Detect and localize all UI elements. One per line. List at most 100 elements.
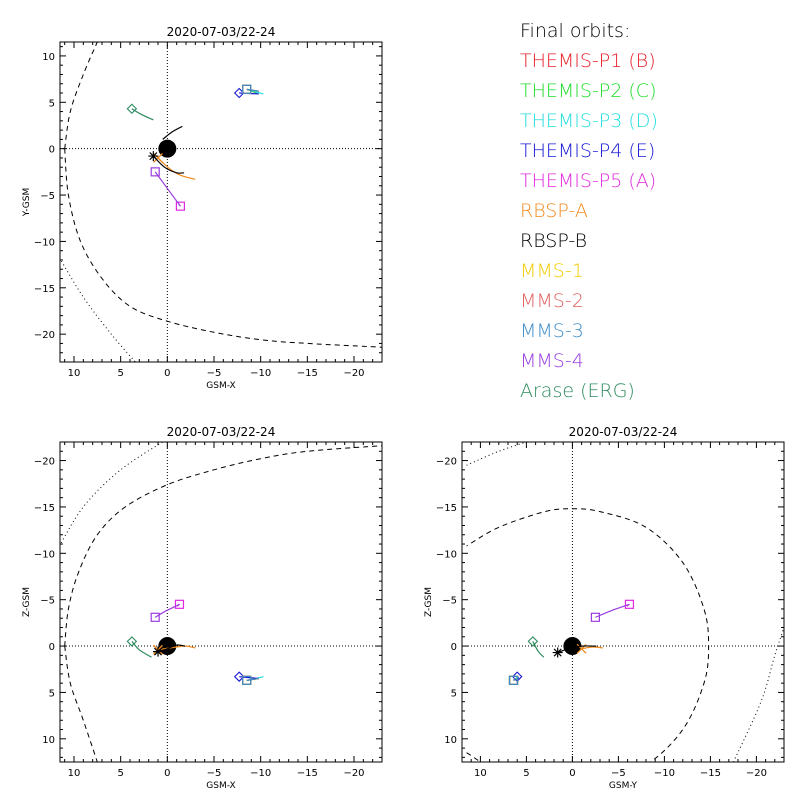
orbit-track (557, 645, 597, 654)
x-tick-label: 5 (523, 768, 529, 779)
bow-shock-line (732, 627, 784, 762)
orbit-marker (527, 636, 539, 647)
magnetopause-line (64, 445, 382, 647)
y-tick-label: 10 (42, 735, 55, 746)
plot-frame (461, 441, 785, 763)
orbit-marker (153, 646, 163, 657)
orbit-panel: 10 5 0 −5 −10 −15 −20 −20 −15 −10 −5 0 5 10 2020-07-03… (22, 25, 383, 391)
x-tick-label: −10 (654, 768, 675, 779)
orbit-marker (624, 599, 635, 609)
orbit-track (513, 678, 516, 681)
x-tick-label: −10 (250, 368, 271, 379)
y-tick-label: −5 (442, 596, 457, 607)
y-tick-label: −10 (34, 549, 55, 560)
orbit-marker (148, 151, 159, 162)
y-tick-label: −15 (34, 284, 55, 295)
x-tick-label: 5 (117, 368, 123, 379)
orbit-marker (242, 84, 252, 94)
orbit-marker (126, 103, 138, 115)
y-axis-label: Z-GSM (424, 587, 434, 617)
magnetopause-line (64, 646, 98, 762)
orbit-marker (150, 167, 160, 177)
x-axis-label: GSM-X (206, 381, 235, 391)
legend-entry: Arase (ERG) (520, 380, 635, 402)
magnetopause-line (64, 148, 382, 348)
orbit-track (157, 644, 186, 653)
x-tick-label: −15 (297, 368, 318, 379)
orbit-track (157, 157, 196, 180)
orbit-marker (126, 636, 138, 647)
y-tick-label: −15 (34, 503, 55, 514)
y-axis-label: Y-GSM (22, 188, 32, 217)
plot-title: 2020-07-03/22-24 (167, 425, 276, 439)
legend-entry: THEMIS-P5 (A) (520, 170, 657, 192)
orbit-track (246, 677, 259, 681)
x-tick-label: −10 (250, 768, 271, 779)
y-tick-label: −10 (436, 549, 457, 560)
plot-area (60, 442, 382, 762)
orbit-track (131, 108, 154, 121)
x-tick-label: 10 (68, 768, 81, 779)
plot-area (60, 42, 382, 362)
orbit-marker (552, 647, 563, 658)
y-tick-label: 5 (49, 688, 55, 699)
legend-entry: THEMIS-P3 (D) (520, 110, 658, 132)
y-tick-label: −20 (34, 457, 55, 468)
y-tick-label: −5 (40, 191, 55, 202)
y-tick-label: −10 (34, 237, 55, 248)
orbit-track (581, 646, 603, 650)
orbit-track (152, 155, 185, 174)
legend-entry: RBSP-B (520, 230, 588, 252)
legend-entry: MMS-2 (520, 290, 584, 312)
earth-disk (563, 637, 582, 656)
x-axis-label: GSM-Y (609, 781, 638, 791)
y-tick-label: 5 (451, 688, 457, 699)
y-tick-label: 10 (42, 52, 55, 63)
orbit-panel: 10 5 0 −5 −10 −15 −20 10 5 0 −5 −10 −15 −20 2020-07-03… (22, 425, 383, 791)
x-axis-label: GSM-X (206, 781, 235, 791)
bow-shock-line (466, 442, 527, 466)
orbit-track (532, 641, 545, 658)
orbit-track (595, 603, 630, 618)
x-tick-label: −20 (343, 368, 364, 379)
x-tick-label: 10 (474, 768, 487, 779)
orbit-track (162, 125, 183, 140)
y-tick-label: −20 (34, 330, 55, 341)
orbit-marker (174, 599, 185, 609)
orbit-track (154, 603, 180, 618)
orbit-marker (175, 201, 185, 211)
legend-entry: THEMIS-P4 (E) (520, 140, 656, 162)
x-tick-label: −20 (343, 768, 364, 779)
orbit-marker (150, 612, 160, 622)
y-tick-label: 0 (49, 642, 55, 653)
plot-title: 2020-07-03/22-24 (167, 25, 276, 39)
x-tick-label: 5 (117, 768, 123, 779)
orbit-track (154, 171, 181, 207)
orbit-marker (590, 612, 601, 622)
legend-entry: RBSP-A (520, 200, 588, 222)
x-tick-label: 0 (164, 768, 170, 779)
x-tick-label: −20 (746, 768, 767, 779)
plot-frame (59, 41, 383, 363)
y-tick-label: −20 (436, 457, 457, 468)
orbit-track (246, 88, 259, 92)
earth-disk (158, 139, 177, 158)
orbit-panel: 10 5 0 −5 −10 −15 −20 10 5 0 −5 −10 −15 −20 2020-07-03… (424, 425, 785, 791)
legend-entry: THEMIS-P2 (C) (520, 80, 657, 102)
x-tick-label: −5 (611, 768, 626, 779)
x-tick-label: 0 (569, 768, 575, 779)
bow-shock-line (60, 257, 136, 362)
y-tick-label: 5 (49, 98, 55, 109)
x-tick-label: −5 (207, 768, 222, 779)
y-tick-label: −5 (40, 596, 55, 607)
orbit-marker (242, 675, 252, 685)
x-tick-label: −15 (700, 768, 721, 779)
x-tick-label: 0 (164, 368, 170, 379)
orbit-marker (508, 675, 519, 685)
x-tick-label: −15 (297, 768, 318, 779)
x-tick-label: 10 (68, 368, 81, 379)
magnetopause-line (64, 42, 98, 149)
plot-frame (59, 441, 383, 763)
plot-title: 2020-07-03/22-24 (569, 425, 678, 439)
